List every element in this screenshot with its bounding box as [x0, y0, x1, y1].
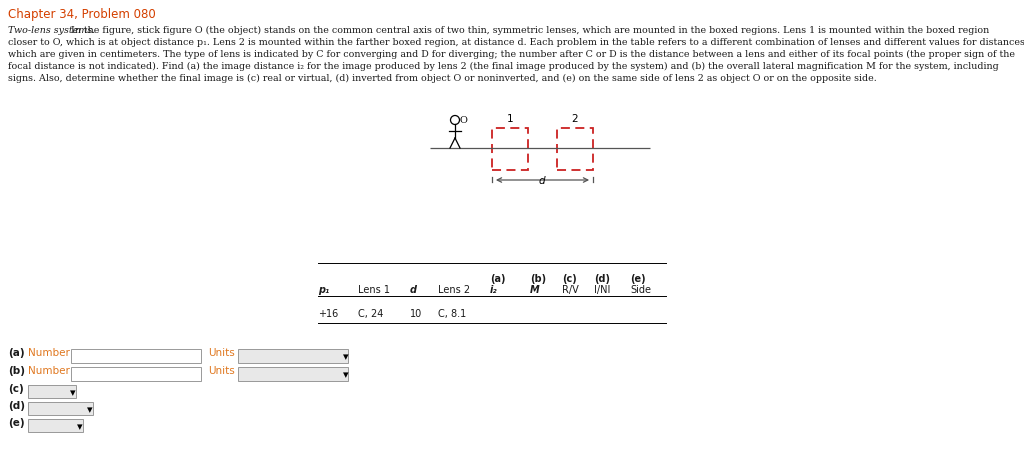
- Bar: [557, 128, 593, 170]
- Bar: [28, 402, 93, 415]
- Bar: [492, 128, 528, 170]
- Text: ▾: ▾: [77, 422, 83, 432]
- Text: Two-lens systems.: Two-lens systems.: [8, 26, 95, 35]
- Text: $d$: $d$: [539, 174, 547, 186]
- Text: 2: 2: [571, 114, 579, 124]
- Text: In the figure, stick figure O (the object) stands on the common central axis of : In the figure, stick figure O (the objec…: [69, 26, 989, 35]
- Text: 10: 10: [410, 309, 422, 319]
- Text: C, 24: C, 24: [358, 309, 383, 319]
- Text: p₁: p₁: [318, 285, 330, 295]
- Bar: [71, 367, 201, 381]
- Text: (b): (b): [8, 366, 25, 376]
- Bar: [28, 419, 83, 432]
- Text: Units: Units: [208, 366, 234, 376]
- Text: M: M: [530, 285, 540, 295]
- Text: 1: 1: [507, 114, 513, 124]
- Text: (a): (a): [490, 274, 506, 284]
- Text: Lens 1: Lens 1: [358, 285, 390, 295]
- Text: +16: +16: [318, 309, 338, 319]
- Bar: [71, 349, 201, 363]
- Text: (c): (c): [562, 274, 577, 284]
- Text: C, 8.1: C, 8.1: [438, 309, 466, 319]
- Text: focal distance is not indicated). Find (a) the image distance i₂ for the image p: focal distance is not indicated). Find (…: [8, 62, 998, 71]
- Bar: [238, 367, 348, 381]
- Text: (e): (e): [630, 274, 645, 284]
- Text: ▾: ▾: [343, 352, 348, 362]
- Text: ▾: ▾: [70, 388, 76, 398]
- Text: Number: Number: [28, 366, 70, 376]
- Text: i₂: i₂: [490, 285, 498, 295]
- Text: d: d: [410, 285, 417, 295]
- Text: ▾: ▾: [87, 405, 92, 415]
- Text: Chapter 34, Problem 080: Chapter 34, Problem 080: [8, 8, 156, 21]
- Text: (c): (c): [8, 384, 24, 394]
- Text: Lens 2: Lens 2: [438, 285, 470, 295]
- Text: Number: Number: [28, 348, 70, 358]
- Text: I/NI: I/NI: [594, 285, 610, 295]
- Text: Side: Side: [630, 285, 651, 295]
- Text: (e): (e): [8, 418, 25, 428]
- Text: signs. Also, determine whether the final image is (c) real or virtual, (d) inver: signs. Also, determine whether the final…: [8, 74, 877, 83]
- Text: (b): (b): [530, 274, 546, 284]
- Text: R/V: R/V: [562, 285, 579, 295]
- Text: (d): (d): [8, 401, 25, 411]
- Text: (d): (d): [594, 274, 610, 284]
- Bar: [28, 385, 76, 398]
- Text: (a): (a): [8, 348, 25, 358]
- Text: ▾: ▾: [343, 370, 348, 380]
- Text: O: O: [460, 116, 468, 125]
- Text: Units: Units: [208, 348, 234, 358]
- Bar: [238, 349, 348, 363]
- Text: closer to O, which is at object distance p₁. Lens 2 is mounted within the farthe: closer to O, which is at object distance…: [8, 38, 1024, 47]
- Text: which are given in centimeters. The type of lens is indicated by C for convergin: which are given in centimeters. The type…: [8, 50, 1015, 59]
